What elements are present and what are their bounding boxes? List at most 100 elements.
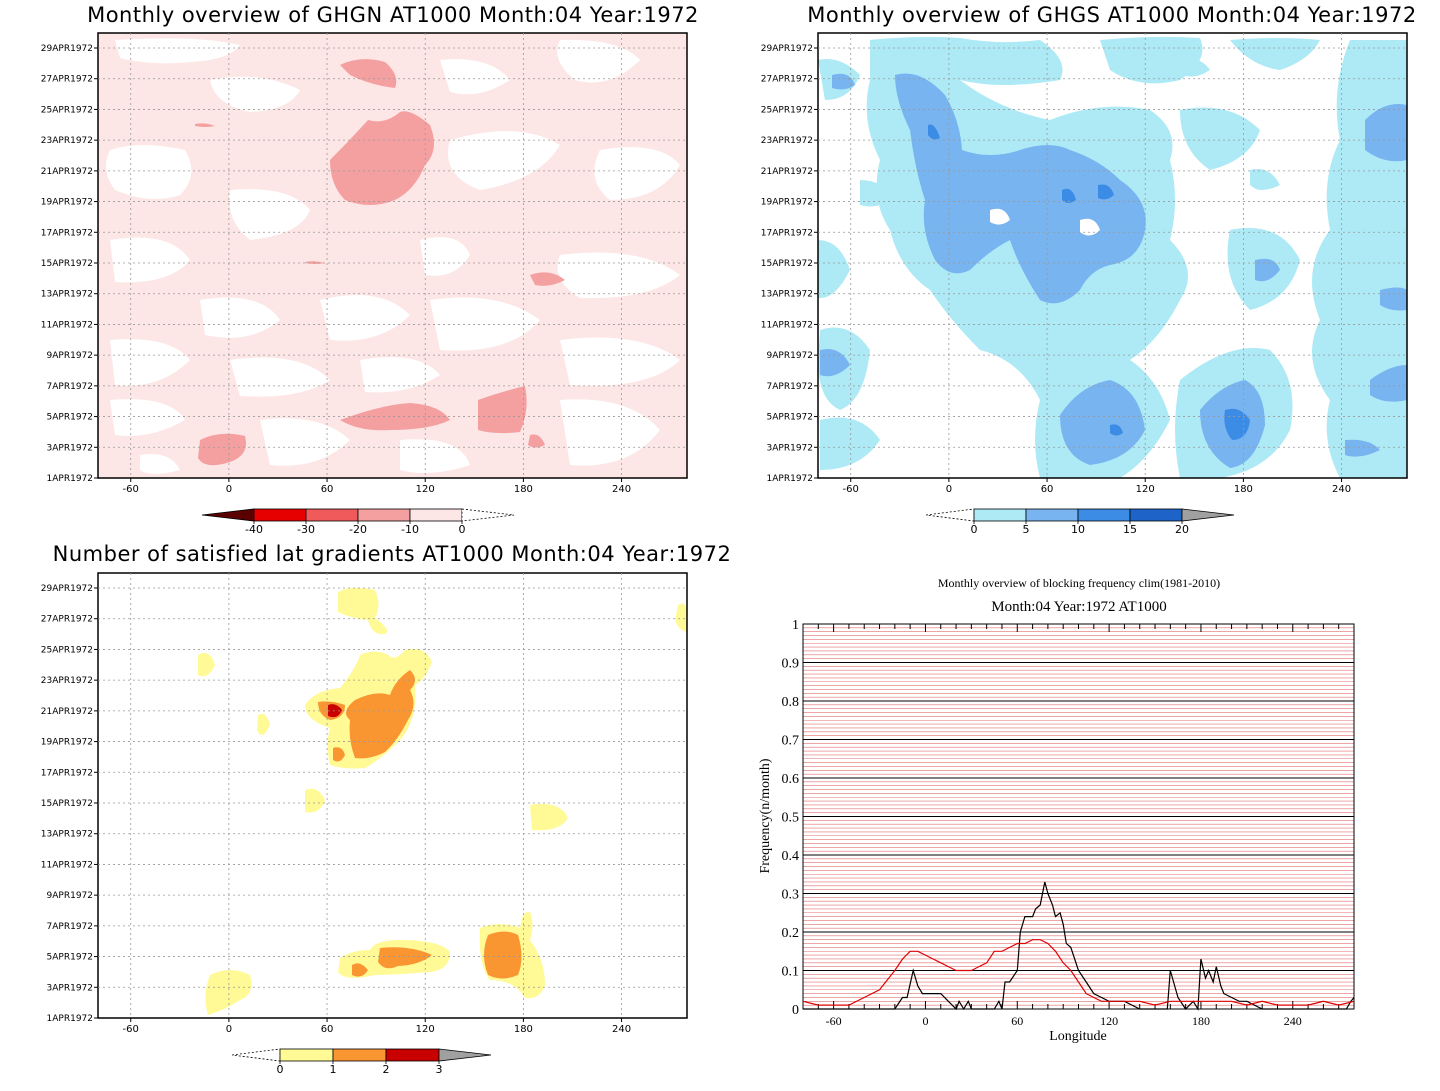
x-tick-labels: -60 0 60 120 180 240: [843, 484, 1352, 495]
y-tick-label: 25APR1972: [761, 105, 813, 115]
colorbar-label: 3: [436, 1063, 443, 1076]
colorbar-label: 1: [330, 1063, 337, 1076]
y-tick-label: 15APR1972: [41, 799, 93, 809]
colorbar-min-triangle: [201, 508, 255, 522]
x-tick-label: 0: [226, 1024, 232, 1035]
y-tick-label: 23APR1972: [41, 136, 93, 146]
colorbar-label: 0: [459, 523, 466, 536]
colorbar-label: -40: [245, 523, 263, 536]
colorbar-label: 0: [971, 523, 978, 536]
x-tick-label: 240: [612, 484, 631, 495]
y-tick-label: 7APR1972: [767, 382, 813, 392]
colorbar-label: 15: [1123, 523, 1137, 536]
y-tick-label: 1: [792, 618, 799, 633]
y-tick-label: 0.9: [782, 657, 800, 672]
colorbar-label: 20: [1175, 523, 1189, 536]
colorbar-min-triangle: [925, 508, 975, 522]
y-tick-label: 13APR1972: [761, 290, 813, 300]
x-tick-label: 240: [1284, 1014, 1302, 1028]
y-tick-label: 13APR1972: [41, 830, 93, 840]
y-tick-label: 29APR1972: [41, 584, 93, 594]
panel-title: Number of satisfied lat gradients AT1000…: [53, 542, 732, 566]
x-tick-label: -60: [123, 1024, 139, 1035]
x-tick-label: 240: [612, 1024, 631, 1035]
y-tick-label: 21APR1972: [41, 707, 93, 717]
colorbar-label: 2: [383, 1063, 390, 1076]
x-tick-labels: -60 0 60 120 180 240: [123, 1024, 632, 1035]
contour-field: [98, 33, 687, 478]
plot-frame: [97, 32, 688, 479]
y-tick-label: 5APR1972: [47, 953, 93, 963]
x-tick-label: 180: [1192, 1014, 1210, 1028]
y-tick-label: 15APR1972: [41, 259, 93, 269]
y-tick-label: 7APR1972: [47, 382, 93, 392]
panel-ghgn: Monthly overview of GHGN AT1000 Month:04…: [41, 3, 699, 536]
colorbar-max-triangle: [438, 1048, 492, 1062]
colorbar-label: -20: [349, 523, 367, 536]
x-tick-label: 120: [1136, 484, 1155, 495]
y-tick-label: 5APR1972: [47, 413, 93, 423]
x-tick-labels: -60 0 60 120 180 240: [123, 484, 632, 495]
panel-satisfied-gradients: Number of satisfied lat gradients AT1000…: [41, 542, 732, 1076]
y-tick-label: 17APR1972: [761, 228, 813, 238]
y-tick-label: 0.2: [782, 926, 800, 941]
y-tick-label: 0.6: [782, 772, 800, 787]
y-tick-label: 27APR1972: [41, 615, 93, 625]
y-tick-labels: 29APR1972 27APR1972 25APR1972 23APR1972 21AP…: [761, 44, 813, 484]
colorbar-box: [305, 508, 359, 522]
y-tick-labels: 29APR1972 27APR1972 25APR1972 23APR1972 21AP…: [41, 584, 93, 1024]
x-tick-label: 240: [1332, 484, 1351, 495]
x-tick-label: 120: [416, 1024, 435, 1035]
y-tick-label: 0.7: [782, 734, 800, 749]
colorbar-box: [1077, 508, 1131, 522]
y-tick-label: 5APR1972: [767, 413, 813, 423]
y-tick-label: 1APR1972: [767, 474, 813, 484]
colorbar-box: [357, 508, 411, 522]
x-tick-label: 180: [514, 484, 533, 495]
colorbar-label: 10: [1071, 523, 1085, 536]
y-tick-label: 17APR1972: [41, 768, 93, 778]
x-tick-label: 120: [416, 484, 435, 495]
colorbar-max-triangle: [461, 508, 515, 522]
colorbar-box: [973, 508, 1027, 522]
y-tick-label: 23APR1972: [41, 676, 93, 686]
y-tick-label: 21APR1972: [761, 167, 813, 177]
y-tick-label: 25APR1972: [41, 105, 93, 115]
y-tick-label: 3APR1972: [47, 983, 93, 993]
panel-blocking-frequency: Monthly overview of blocking frequency c…: [758, 576, 1355, 1044]
y-tick-labels: 29APR1972 27APR1972 25APR1972 23APR1972 21AP…: [41, 44, 93, 484]
contour-field: [818, 33, 1407, 478]
colorbar-box: [385, 1048, 440, 1062]
colorbar-label: 5: [1023, 523, 1030, 536]
x-tick-label: 0: [946, 484, 952, 495]
y-tick-label: 23APR1972: [761, 136, 813, 146]
y-tick-label: 29APR1972: [761, 44, 813, 54]
colorbar-max-triangle: [1181, 508, 1235, 522]
panel-title: Monthly overview of GHGS AT1000 Month:04…: [807, 3, 1416, 27]
y-tick-label: 7APR1972: [47, 922, 93, 932]
series-line-black: [803, 881, 1355, 1011]
y-tick-label: 21APR1972: [41, 167, 93, 177]
contour-field: [98, 573, 687, 1018]
y-tick-label: 29APR1972: [41, 44, 93, 54]
y-tick-label: 11APR1972: [41, 320, 93, 330]
y-tick-label: 0.3: [782, 888, 800, 903]
y-tick-label: 25APR1972: [41, 645, 93, 655]
x-tick-label: 60: [1041, 484, 1054, 495]
grid-lines: [94, 573, 687, 1022]
y-tick-label: 19APR1972: [41, 738, 93, 748]
y-tick-label: 11APR1972: [41, 860, 93, 870]
x-axis-label: Longitude: [1049, 1029, 1107, 1044]
y-tick-label: 19APR1972: [41, 198, 93, 208]
y-tick-label: 13APR1972: [41, 290, 93, 300]
y-tick-label: 1APR1972: [47, 474, 93, 484]
y-tick-label: 0.4: [782, 849, 800, 864]
y-tick-label: 0.8: [782, 695, 800, 710]
y-tick-label: 9APR1972: [767, 351, 813, 361]
y-tick-label: 11APR1972: [761, 320, 813, 330]
x-tick-label: 0: [226, 484, 232, 495]
colorbar-box: [253, 508, 307, 522]
colorbar-box: [1025, 508, 1079, 522]
x-tick-label: 180: [1234, 484, 1253, 495]
